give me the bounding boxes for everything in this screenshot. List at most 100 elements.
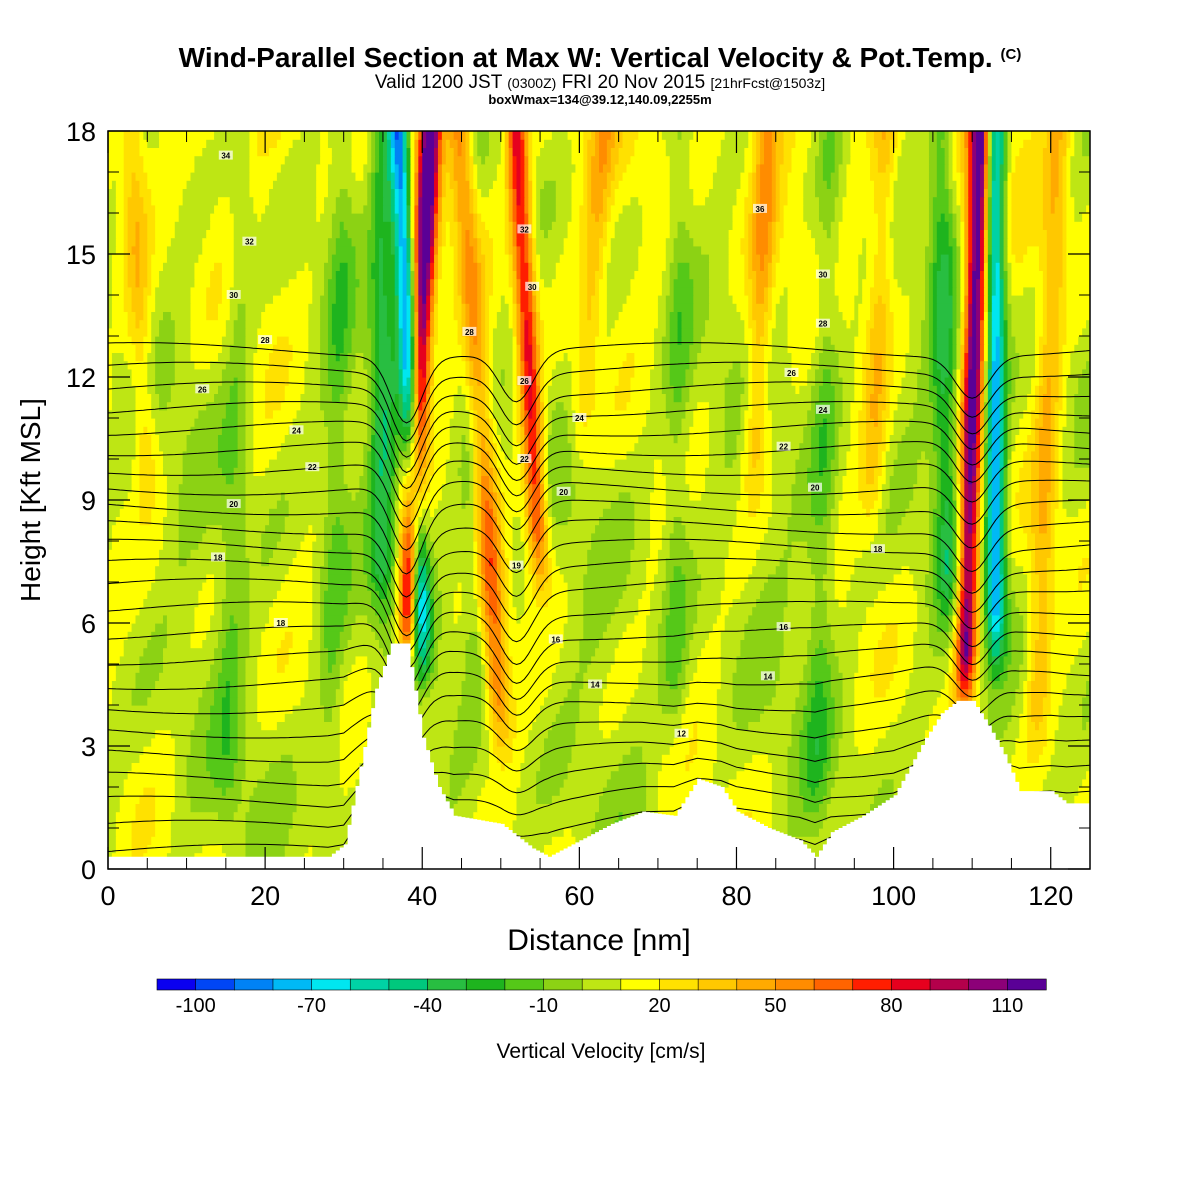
velocity-cell — [838, 598, 848, 608]
velocity-cell — [571, 828, 592, 837]
velocity-cell — [991, 672, 1001, 681]
velocity-cell — [422, 368, 427, 378]
velocity-cell — [371, 483, 376, 493]
velocity-cell — [308, 664, 321, 673]
velocity-cell — [724, 787, 773, 796]
velocity-cell — [595, 352, 628, 362]
velocity-cell — [826, 713, 836, 722]
velocity-cell — [320, 631, 325, 640]
velocity-cell — [1066, 377, 1079, 386]
velocity-cell — [390, 524, 396, 534]
velocity-cell — [540, 344, 545, 353]
velocity-cell — [830, 795, 875, 804]
velocity-cell — [1007, 426, 1013, 435]
velocity-cell — [520, 442, 525, 452]
velocity-cell — [351, 557, 364, 567]
velocity-cell — [689, 639, 706, 649]
velocity-cell — [492, 401, 514, 411]
velocity-cell — [477, 647, 482, 657]
velocity-cell — [371, 672, 388, 681]
velocity-cell — [834, 442, 840, 452]
velocity-cell — [830, 664, 840, 673]
velocity-cell — [653, 336, 663, 345]
velocity-cell — [292, 344, 309, 353]
velocity-cell — [1003, 680, 1020, 690]
velocity-cell — [1003, 639, 1009, 649]
velocity-cell — [339, 746, 364, 755]
velocity-cell — [638, 598, 651, 608]
velocity-cell — [166, 483, 180, 493]
velocity-cell — [461, 385, 470, 394]
velocity-cell — [512, 737, 529, 747]
velocity-cell — [406, 319, 412, 329]
velocity-cell — [1058, 352, 1064, 362]
velocity-cell — [1050, 450, 1056, 460]
velocity-cell — [618, 491, 632, 501]
velocity-cell — [724, 582, 745, 591]
velocity-cell — [685, 467, 706, 476]
velocity-cell — [1027, 754, 1040, 763]
velocity-cell — [108, 598, 144, 608]
velocity-cell — [724, 377, 745, 386]
velocity-cell — [190, 549, 227, 558]
velocity-cell — [229, 680, 239, 690]
velocity-cell — [359, 483, 368, 493]
velocity-cell — [567, 598, 584, 608]
velocity-cell — [791, 721, 804, 731]
velocity-cell — [430, 352, 435, 362]
velocity-cell — [524, 434, 529, 444]
velocity-cell — [583, 459, 616, 468]
velocity-cell — [108, 737, 152, 747]
velocity-cell — [237, 803, 250, 813]
velocity-cell — [500, 483, 522, 493]
velocity-cell — [1078, 647, 1090, 657]
velocity-cell — [968, 409, 977, 419]
velocity-cell — [1058, 385, 1064, 394]
velocity-cell — [873, 664, 895, 673]
velocity-cell — [1038, 393, 1044, 403]
velocity-cell — [108, 426, 137, 435]
velocity-cell — [756, 327, 765, 337]
velocity-cell — [351, 344, 372, 353]
velocity-cell — [485, 385, 490, 394]
velocity-cell — [398, 598, 404, 608]
velocity-cell — [485, 713, 490, 722]
velocity-cell — [241, 795, 251, 804]
velocity-cell — [830, 377, 844, 386]
velocity-cell — [430, 385, 435, 394]
velocity-cell — [402, 614, 412, 624]
velocity-cell — [976, 418, 981, 427]
velocity-cell — [885, 344, 895, 353]
velocity-cell — [398, 360, 404, 370]
velocity-cell — [520, 778, 537, 788]
velocity-cell — [245, 680, 258, 690]
velocity-cell — [508, 623, 565, 632]
velocity-cell — [249, 623, 266, 632]
velocity-cell — [210, 770, 235, 780]
velocity-cell — [406, 541, 412, 550]
velocity-cell — [968, 327, 973, 337]
velocity-cell — [956, 565, 961, 575]
velocity-cell — [634, 360, 655, 370]
velocity-cell — [536, 770, 569, 780]
velocity-cell — [1054, 401, 1064, 411]
velocity-cell — [1015, 393, 1028, 403]
velocity-cell — [838, 467, 848, 476]
velocity-cell — [830, 516, 840, 526]
velocity-cell — [1019, 508, 1032, 517]
velocity-cell — [453, 401, 467, 411]
velocity-cell — [512, 688, 549, 698]
velocity-cell — [799, 450, 812, 460]
velocity-cell — [347, 541, 364, 550]
velocity-cell — [850, 442, 859, 452]
velocity-cell — [331, 327, 345, 337]
velocity-cell — [665, 664, 683, 673]
velocity-cell — [822, 639, 836, 649]
velocity-cell — [972, 614, 977, 624]
velocity-cell — [858, 327, 867, 337]
velocity-cell — [583, 631, 604, 640]
velocity-cell — [830, 672, 844, 681]
velocity-cell — [575, 442, 635, 452]
velocity-cell — [426, 746, 455, 755]
velocity-cell — [414, 475, 427, 485]
